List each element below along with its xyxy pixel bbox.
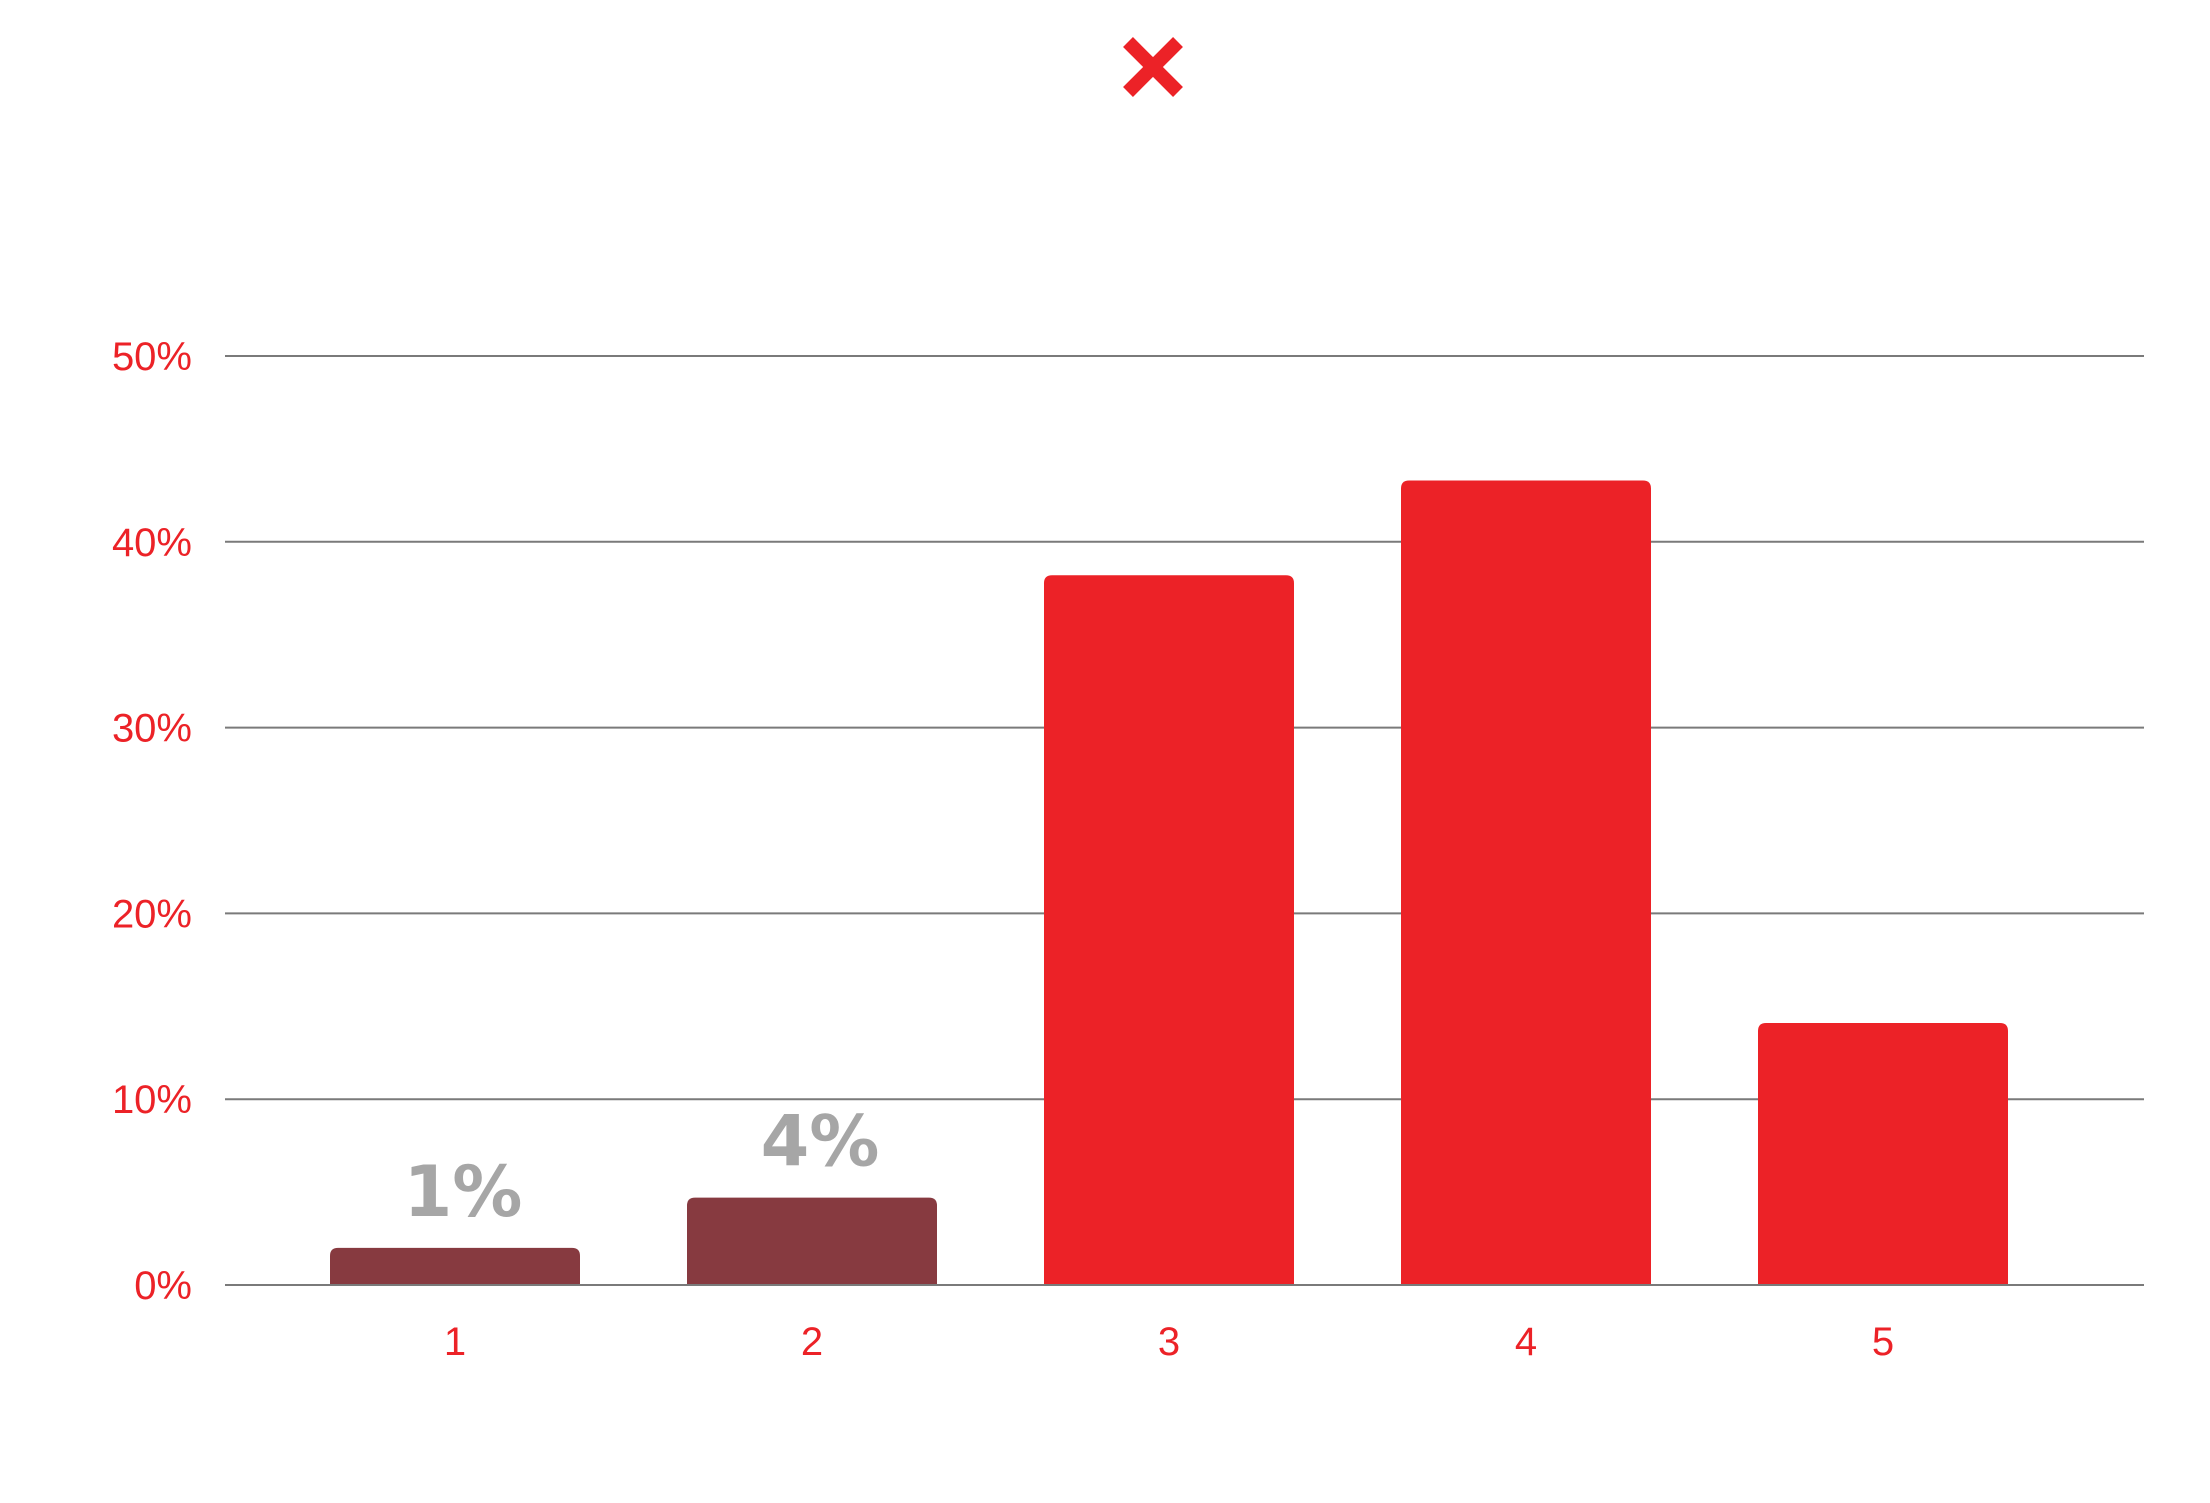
- x-tick-label: 3: [1158, 1320, 1180, 1364]
- x-tick-label: 2: [801, 1320, 823, 1364]
- x-tick-label: 5: [1872, 1320, 1894, 1364]
- x-tick-label: 1: [444, 1320, 466, 1364]
- data-labels: 1% 4%: [404, 1101, 880, 1233]
- y-tick-label: 10%: [112, 1078, 192, 1122]
- y-tick-label: 0%: [134, 1264, 192, 1308]
- data-label: 4%: [761, 1101, 880, 1183]
- bar-4: [1401, 480, 1651, 1286]
- y-tick-label: 30%: [112, 707, 192, 751]
- x-axis-ticks: 1 2 3 4 5: [444, 1320, 1894, 1364]
- data-label: 1%: [404, 1151, 523, 1233]
- bar-5: [1758, 1023, 2008, 1285]
- x-tick-label: 4: [1515, 1320, 1537, 1364]
- y-axis-ticks: 0% 10% 20% 30% 40% 50%: [112, 335, 192, 1308]
- bar-2: [687, 1197, 937, 1285]
- bars: [330, 480, 2008, 1286]
- y-tick-label: 40%: [112, 521, 192, 565]
- y-tick-label: 50%: [112, 335, 192, 379]
- bar-3: [1044, 575, 1294, 1285]
- close-icon[interactable]: [1123, 37, 1183, 97]
- bar-1: [330, 1247, 580, 1285]
- y-tick-label: 20%: [112, 892, 192, 936]
